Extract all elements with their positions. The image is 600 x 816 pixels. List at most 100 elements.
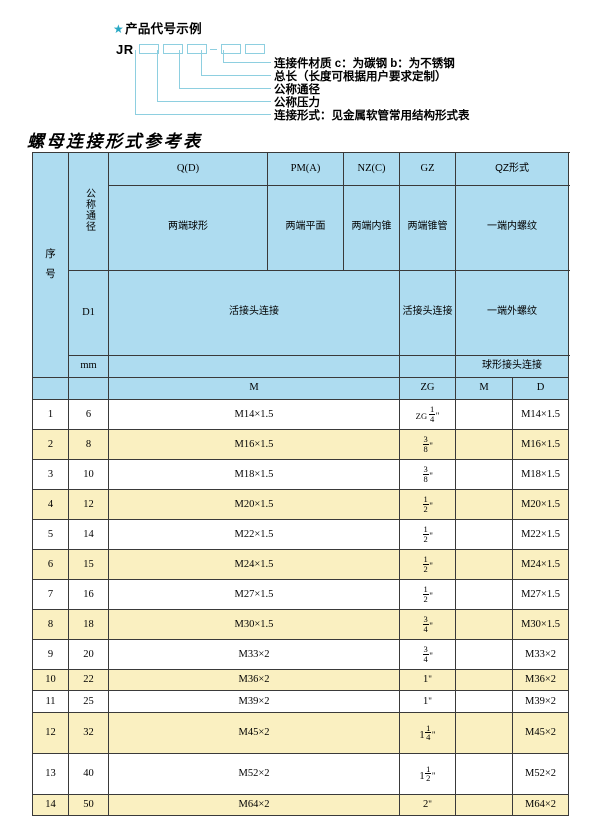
fraction-numerator: 3 [422, 644, 429, 655]
fraction-numerator: 3 [422, 614, 429, 625]
code-label-4: 公称压力 [274, 97, 320, 109]
cell-thread-m: M20×1.5 [108, 488, 400, 520]
header-row-units: M ZG M D M ZG [32, 376, 570, 400]
cell-index: 13 [32, 752, 69, 795]
header-row-descriptions: 两端球形 两端平面 两端内锥 两端锥管 一端内螺纹 一端内螺纹活接头 [33, 184, 570, 271]
cell-bore: 15 [68, 548, 109, 580]
cell-index: 11 [32, 690, 69, 713]
cell-bore: 50 [68, 793, 109, 816]
cell-gz: 1" [399, 668, 456, 692]
inch-mark: " [428, 674, 432, 685]
cell-qz-m [455, 608, 513, 640]
fraction-denominator: 8 [423, 443, 428, 454]
cell-bore: 22 [68, 668, 109, 692]
cell-bore: 40 [68, 752, 109, 795]
cell-qz-d: M18×1.5 [511, 458, 570, 490]
header-group-gz: GZ [399, 152, 456, 186]
fraction-numerator: 1 [429, 404, 436, 415]
cell-index: 9 [32, 638, 69, 670]
cell-gz: 1" [399, 690, 456, 713]
header-row-group-codes: 序 号 公称通径 Q(D) PM(A) NZ(C) GZ QZ形式 QG形式 [32, 152, 570, 378]
leader-line-vertical-3 [179, 50, 180, 88]
star-icon: ★ [113, 22, 125, 36]
cell-gz: 1 2 " [399, 578, 456, 610]
cell-bore: 32 [68, 711, 109, 754]
header-bore-unit: mm [68, 354, 109, 378]
inch-mark: " [431, 770, 436, 781]
cell-index: 3 [32, 458, 69, 490]
cell-index: 12 [32, 711, 69, 754]
cell-index: 1 [32, 398, 69, 430]
code-label-5: 连接形式：见金属软管常用结构形式表 [274, 110, 470, 122]
header-desc-nzc: 两端内锥 [343, 184, 400, 271]
fraction-denominator: 2 [423, 503, 428, 514]
cell-qz-m [455, 488, 513, 520]
header-group-qd: Q(D) [108, 152, 268, 186]
fraction-denominator: 8 [423, 473, 428, 484]
cell-index: 4 [32, 488, 69, 520]
leader-line-vertical-2 [201, 50, 202, 75]
cell-qz-d: M20×1.5 [511, 488, 570, 520]
cell-qz-m [455, 711, 513, 754]
cell-gz: 1 1 2 " [399, 752, 456, 795]
cell-gz: 2" [399, 793, 456, 816]
cell-index: 10 [32, 668, 69, 692]
whole-number: 1 [419, 729, 425, 741]
cell-bore: 20 [68, 638, 109, 670]
cell-qz-d: M33×2 [511, 638, 570, 670]
inch-mark: " [429, 530, 433, 541]
cell-qz-d: M27×1.5 [511, 578, 570, 610]
leader-line-vertical-5 [135, 50, 136, 114]
fraction-denominator: 4 [423, 623, 428, 634]
cell-index: 8 [32, 608, 69, 640]
cell-index: 5 [32, 518, 69, 550]
leader-line-vertical-1 [223, 50, 224, 62]
code-label-2: 总长（长度可根据用户要求定制） [274, 71, 447, 83]
header-group-pma: PM(A) [267, 152, 344, 186]
cell-bore: 18 [68, 608, 109, 640]
header-desc-gz: 两端锥管 [399, 184, 456, 271]
cell-gz: 3 4 " [399, 608, 456, 640]
code-box-3 [186, 44, 207, 54]
fraction-denominator: 4 [423, 653, 428, 664]
product-code-prefix: JR [116, 41, 134, 57]
cell-gz: 1 1 4 " [399, 711, 456, 754]
cell-thread-m: M30×1.5 [108, 608, 400, 640]
inch-mark: " [429, 650, 433, 661]
header-subconn-qpmnz [108, 354, 400, 378]
product-code-heading-text: 产品代号示例 [125, 22, 202, 36]
header-conn-qpmnz: 活接头连接 [108, 269, 400, 356]
header-unit-index [32, 376, 69, 400]
cell-thread-m: M52×2 [108, 752, 400, 795]
cell-bore: 12 [68, 488, 109, 520]
cell-thread-m: M24×1.5 [108, 548, 400, 580]
cell-qz-m [455, 518, 513, 550]
header-unit-qz-m: M [455, 376, 513, 400]
fraction-numerator: 1 [422, 494, 429, 505]
cell-thread-m: M27×1.5 [108, 578, 400, 610]
cell-gz: 1 2 " [399, 548, 456, 580]
header-index-line1: 序 [45, 247, 56, 260]
cell-thread-m: M36×2 [108, 668, 400, 692]
inch-mark: " [429, 440, 433, 451]
cell-index: 14 [32, 793, 69, 816]
cell-thread-m: M16×1.5 [108, 428, 400, 460]
nut-connection-spec-table: 序 号 公称通径 Q(D) PM(A) NZ(C) GZ QZ形式 QG形式 两… [32, 152, 570, 816]
product-code-heading: ★产品代号示例 [113, 18, 202, 37]
cell-qz-d: M14×1.5 [511, 398, 570, 430]
header-conn-qz: 一端外螺纹 [454, 269, 570, 356]
cell-qz-d: M36×2 [511, 668, 570, 692]
cell-bore: 25 [68, 690, 109, 713]
cell-qz-m [455, 793, 513, 816]
